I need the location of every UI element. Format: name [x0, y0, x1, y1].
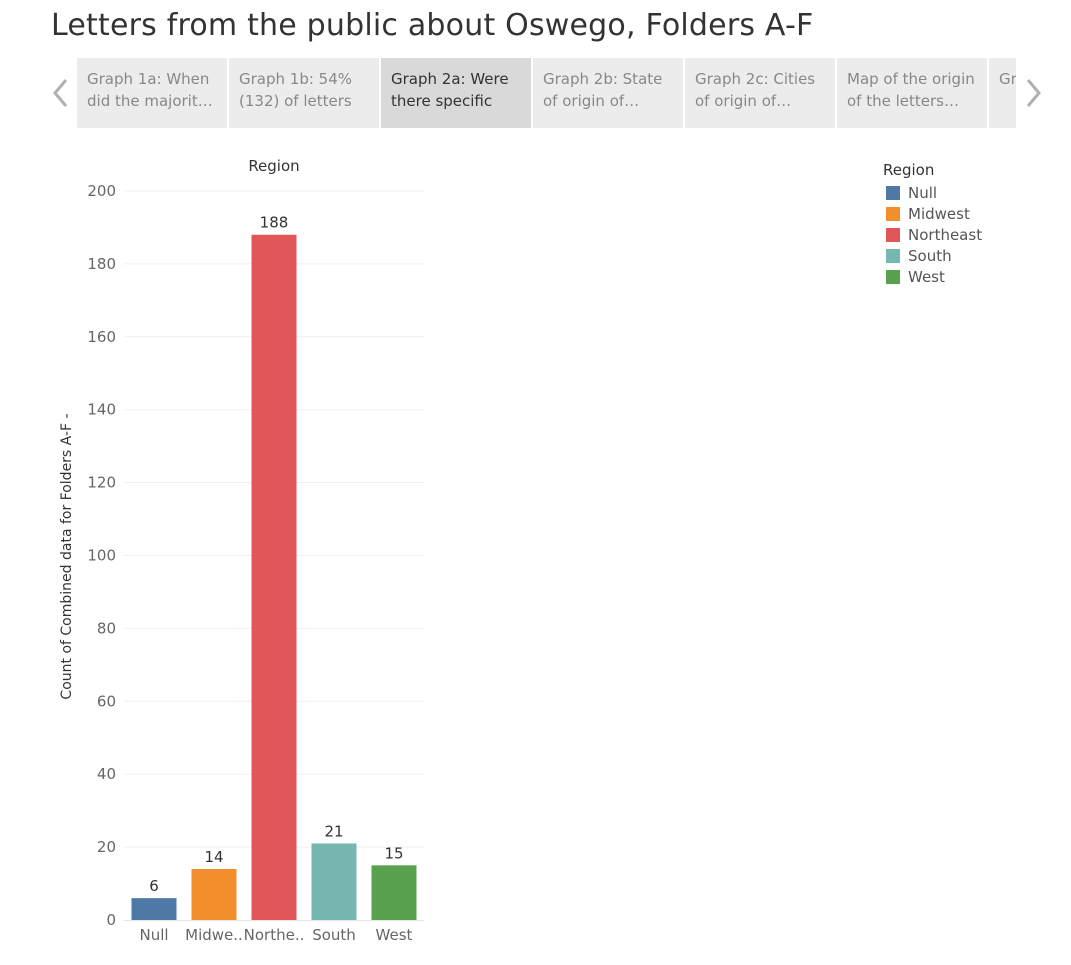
y-tick-label: 0 — [106, 911, 116, 929]
x-category-label: Null — [139, 926, 168, 944]
legend-item-northeast[interactable]: Northeast — [883, 224, 982, 245]
x-category-label: Midwe.. — [185, 926, 243, 944]
bar-4[interactable] — [311, 843, 357, 920]
bar-2[interactable] — [191, 868, 237, 920]
chevron-right-icon[interactable] — [1022, 76, 1044, 110]
legend-label: Northeast — [908, 225, 983, 244]
story-tab-label: Gr th — [999, 70, 1016, 88]
story-tab-3[interactable]: Graph 2a: Were there specific — [381, 58, 531, 128]
y-tick-label: 160 — [87, 328, 116, 346]
story-tab-label: Graph 2b: State of origin of letters — [543, 70, 663, 110]
story-tab-2[interactable]: Graph 1b: 54% (132) of letters — [229, 58, 379, 128]
legend-label: West — [908, 267, 945, 286]
chevron-left-icon[interactable] — [50, 76, 72, 110]
story-tab-label: Graph 2a: Were there specific — [391, 70, 509, 110]
x-category-label: West — [376, 926, 413, 944]
y-tick-label: 140 — [87, 401, 116, 419]
bar-5[interactable] — [371, 865, 417, 920]
y-tick-label: 60 — [97, 692, 116, 710]
story-navigator: Graph 1a: When did the majority of Graph … — [77, 58, 1016, 128]
legend-label: Midwest — [908, 204, 970, 223]
legend-title: Region — [883, 161, 935, 179]
legend-swatch — [886, 185, 900, 200]
y-tick-label: 80 — [97, 619, 116, 637]
x-category-label: Northe.. — [244, 926, 305, 944]
legend-swatch — [886, 206, 900, 221]
bar-1[interactable] — [131, 898, 177, 920]
x-category-label: South — [312, 926, 356, 944]
legend-swatch — [886, 227, 900, 242]
story-tab-label: Map of the origin of the letters from — [847, 70, 975, 110]
story-tab-6[interactable]: Map of the origin of the letters from — [837, 58, 987, 128]
dashboard-title: Letters from the public about Oswego, Fo… — [51, 8, 814, 43]
y-axis-title: Count of Combined data for Folders A-F - — [59, 413, 75, 699]
legend-item-null[interactable]: Null — [883, 182, 982, 203]
story-tab-5[interactable]: Graph 2c: Cities of origin of letters — [685, 58, 835, 128]
story-tab-label: Graph 1a: When did the majority of — [87, 70, 210, 110]
story-tab-1[interactable]: Graph 1a: When did the majority of — [77, 58, 227, 128]
bar-value-label: 15 — [384, 844, 403, 862]
story-tab-label: Graph 1b: 54% (132) of letters — [239, 70, 353, 110]
y-tick-label: 180 — [87, 255, 116, 273]
story-tab-7[interactable]: Gr th — [989, 58, 1016, 128]
chart-legend: Region Null Midwest Northeast South West — [883, 161, 982, 287]
story-tab-4[interactable]: Graph 2b: State of origin of letters — [533, 58, 683, 128]
y-tick-label: 120 — [87, 474, 116, 492]
legend-label: Null — [908, 183, 938, 202]
chart-header: Region — [248, 157, 299, 175]
legend-label: South — [908, 246, 952, 265]
y-tick-label: 40 — [97, 765, 116, 783]
y-tick-label: 20 — [97, 838, 116, 856]
bar-value-label: 14 — [204, 848, 223, 866]
legend-swatch — [886, 269, 900, 284]
legend-item-south[interactable]: South — [883, 245, 982, 266]
legend-item-midwest[interactable]: Midwest — [883, 203, 982, 224]
bar-value-label: 21 — [324, 822, 343, 840]
legend-item-west[interactable]: West — [883, 266, 982, 287]
bar-value-label: 6 — [149, 877, 159, 895]
y-tick-label: 100 — [87, 547, 116, 565]
legend-swatch — [886, 248, 900, 263]
bar-value-label: 188 — [260, 214, 289, 232]
bar-3[interactable] — [251, 234, 297, 921]
y-tick-label: 200 — [87, 182, 116, 200]
story-tab-label: Graph 2c: Cities of origin of letters — [695, 70, 816, 110]
